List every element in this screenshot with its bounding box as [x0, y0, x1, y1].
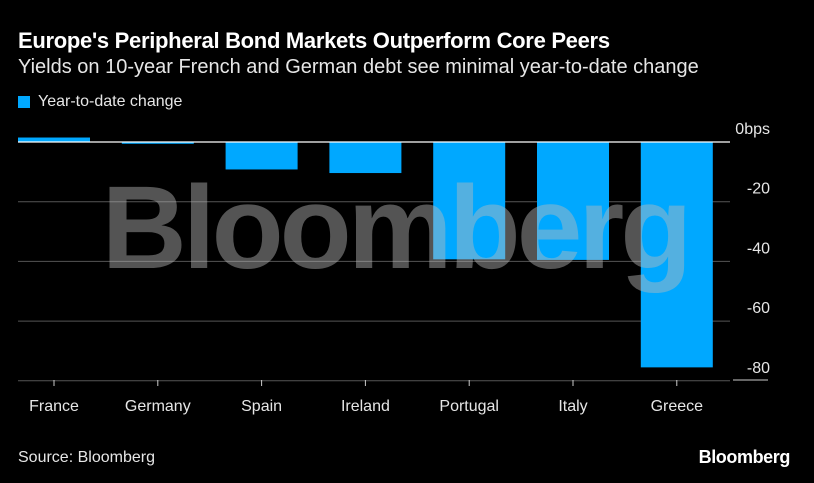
bar-italy [537, 142, 609, 260]
y-tick-label: 0bps [735, 121, 770, 138]
bar-ireland [329, 142, 402, 174]
bar-portugal [433, 142, 506, 260]
x-tick-label: Germany [125, 398, 191, 415]
legend-label: Year-to-date change [38, 93, 183, 110]
x-tick-label: Spain [241, 398, 282, 415]
y-tick-label: -80 [747, 360, 770, 377]
bar-greece [640, 142, 713, 368]
legend: Year-to-date change [18, 93, 182, 111]
y-tick-label: -40 [747, 240, 770, 257]
source-note: Source: Bloomberg [18, 449, 155, 466]
x-tick-label: Ireland [341, 398, 390, 415]
chart-subtitle: Yields on 10-year French and German debt… [18, 56, 699, 78]
watermark: Bloomberg [102, 162, 689, 294]
bar-france [18, 137, 90, 142]
y-tick-label: -60 [747, 300, 770, 317]
y-tick-label: -20 [747, 181, 770, 198]
bar-germany [121, 142, 194, 144]
legend-swatch [18, 96, 30, 108]
x-tick-label: Greece [651, 398, 704, 415]
x-tick-label: Italy [558, 398, 587, 415]
bar-spain [225, 142, 298, 170]
brand-logo: Bloomberg [698, 447, 791, 467]
x-tick-label: France [29, 398, 79, 415]
chart-title: Europe's Peripheral Bond Markets Outperf… [18, 28, 610, 53]
x-tick-label: Portugal [439, 398, 499, 415]
